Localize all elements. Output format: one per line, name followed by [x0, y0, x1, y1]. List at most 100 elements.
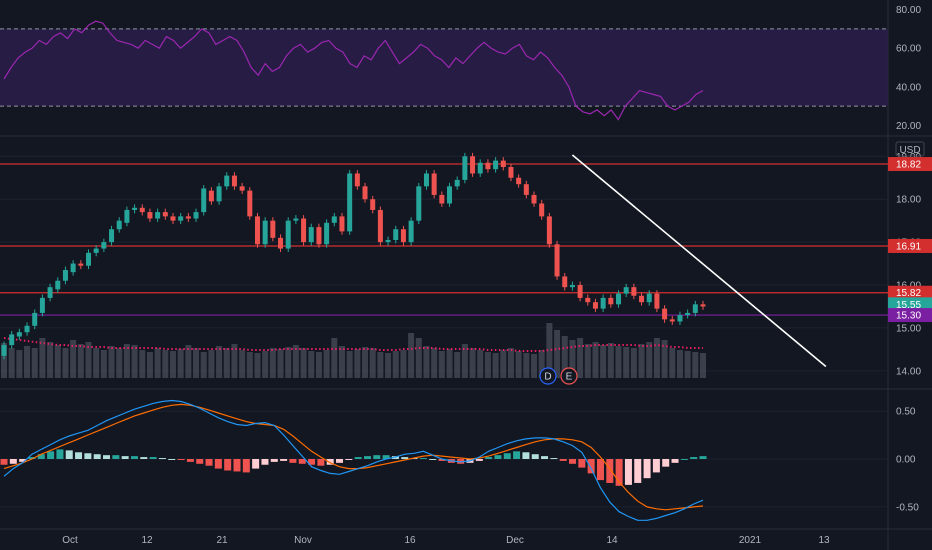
candle [101, 238, 107, 252]
macd-histogram-bar [177, 459, 185, 460]
candle-body [508, 167, 514, 178]
macd-histogram-bar [205, 459, 213, 466]
candle-body [116, 220, 122, 230]
candle [216, 182, 222, 205]
candle [193, 208, 199, 222]
candle [600, 294, 606, 313]
candle-body [278, 237, 284, 249]
volume-bar [285, 347, 292, 378]
volume-bar [200, 352, 207, 378]
candle-body [408, 220, 414, 243]
candle [523, 180, 529, 199]
rsi-pane[interactable] [0, 20, 888, 121]
volume-bar [554, 330, 561, 378]
candle-body [155, 212, 161, 219]
macd-histogram-bar [569, 459, 577, 464]
volume-bar [630, 348, 637, 378]
volume-bar [62, 348, 69, 378]
volume-bar [193, 348, 200, 378]
candle-body [531, 194, 537, 204]
volume-bar [408, 333, 415, 378]
candle [546, 212, 552, 248]
volume-bar [400, 350, 407, 378]
macd-histogram-bar [373, 455, 381, 459]
candle [231, 172, 237, 190]
volume-bar [231, 344, 238, 378]
volume-bar [446, 349, 453, 378]
candle-body [239, 186, 245, 191]
candle [493, 157, 499, 173]
volume-bar [216, 346, 223, 378]
volume-bar [577, 338, 584, 378]
volume-bar [584, 344, 591, 378]
macd-pane[interactable] [0, 399, 707, 521]
candle [531, 191, 537, 207]
volume-bar [646, 342, 653, 378]
macd-tick-label: -0.50 [896, 502, 919, 513]
macd-histogram-bar [429, 459, 437, 460]
macd-histogram-bar [531, 454, 539, 459]
rsi-tick-label: 40.00 [896, 82, 921, 93]
event-marker[interactable]: E [560, 367, 578, 385]
price-tag[interactable]: 15.30 [888, 308, 932, 323]
price-axis[interactable]: 80.0060.0040.0020.0019.0018.0017.0016.00… [888, 5, 932, 513]
macd-histogram-bar [419, 458, 427, 460]
candle [32, 309, 38, 330]
volume-bar [492, 353, 499, 378]
macd-tick-label: 0.00 [896, 455, 916, 466]
candle [439, 191, 445, 207]
volume-bar [354, 349, 361, 378]
volume-bar [185, 345, 192, 378]
time-tick-label: 16 [404, 535, 416, 546]
candle [124, 206, 130, 227]
price-tag-label: 15.82 [896, 288, 921, 299]
candle [431, 170, 437, 199]
price-tick-label: 18.00 [896, 195, 921, 206]
volume-bar [108, 346, 115, 378]
candle [270, 217, 276, 242]
candle [347, 170, 353, 235]
volume-bar [615, 346, 622, 378]
time-axis[interactable]: Oct 12 21 Nov 16 Dec 14 2021 13 [62, 535, 830, 546]
volume-bar [561, 336, 568, 378]
event-marker-circle [539, 367, 557, 385]
candle-body [124, 209, 130, 223]
candle [85, 249, 91, 270]
macd-histogram-bar [596, 459, 604, 481]
currency-badge[interactable]: USD [895, 141, 925, 157]
time-tick-label: 12 [141, 535, 153, 546]
macd-histogram-bar [112, 455, 120, 459]
time-tick-label: Nov [294, 535, 312, 546]
volume-bar [39, 338, 46, 378]
macd-histogram-bar [224, 459, 232, 471]
macd-histogram-bar [0, 459, 8, 465]
price-tick-label: 15.00 [896, 323, 921, 334]
candle-body [178, 216, 184, 221]
event-marker[interactable]: D [539, 367, 557, 385]
candle [400, 225, 406, 246]
macd-histogram-bar [196, 459, 204, 464]
candle [454, 176, 460, 190]
price-tag[interactable]: 16.91 [888, 238, 932, 253]
candle [662, 305, 668, 323]
candle [155, 208, 161, 222]
candle [354, 170, 360, 190]
price-tag[interactable]: 18.82 [888, 157, 932, 172]
candle [178, 212, 184, 225]
price-tag[interactable]: 15.55 [888, 297, 932, 312]
candle [185, 212, 191, 222]
candle [577, 281, 583, 302]
macd-histogram-bar [252, 459, 260, 469]
volume-bar [131, 345, 138, 378]
volume-bar [623, 347, 630, 378]
price-tag[interactable]: 15.82 [888, 285, 932, 300]
macd-histogram-bar [47, 451, 55, 459]
time-tick-label: 21 [216, 535, 228, 546]
candle-body [55, 280, 61, 290]
macd-histogram-bar [103, 455, 111, 459]
trendline[interactable] [571, 154, 827, 368]
macd-histogram-bar [242, 459, 250, 473]
candle-body [523, 184, 529, 195]
